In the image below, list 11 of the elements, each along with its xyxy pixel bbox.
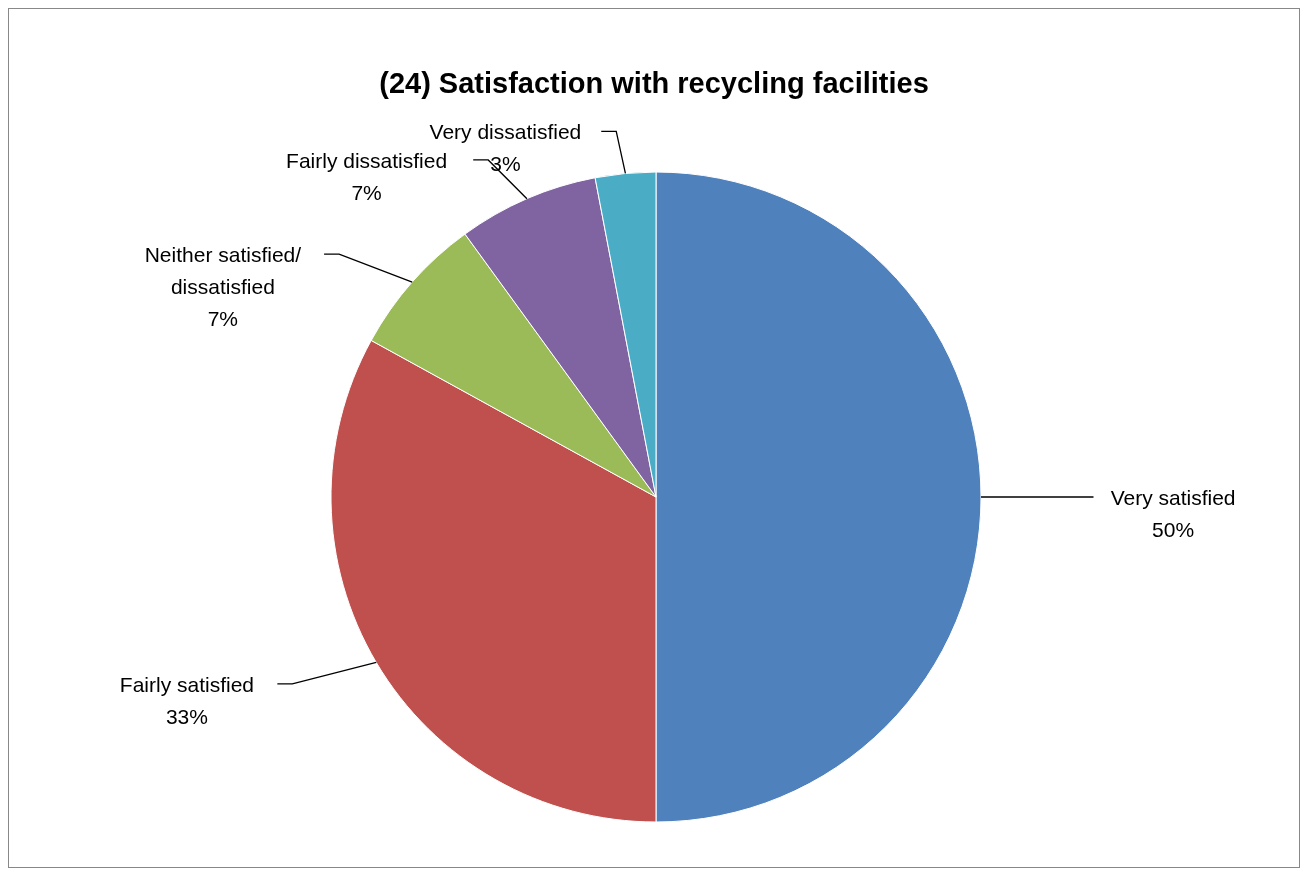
slice-label: Very satisfied xyxy=(1110,485,1236,509)
data-label: 3% xyxy=(490,151,521,175)
slice-label: Fairly satisfied xyxy=(119,672,255,696)
data-label: 7% xyxy=(207,306,239,330)
slice-label: Very dissatisfied xyxy=(429,119,582,143)
slice-label: Neither satisfied/ dissatisfied xyxy=(144,242,302,298)
slice-label: Fairly dissatisfied xyxy=(286,148,448,172)
data-label: 7% xyxy=(351,180,382,204)
data-label: 33% xyxy=(165,704,208,728)
chart-title: (24) Satisfaction with recycling facilities xyxy=(378,67,930,100)
data-label: 50% xyxy=(1152,517,1195,541)
